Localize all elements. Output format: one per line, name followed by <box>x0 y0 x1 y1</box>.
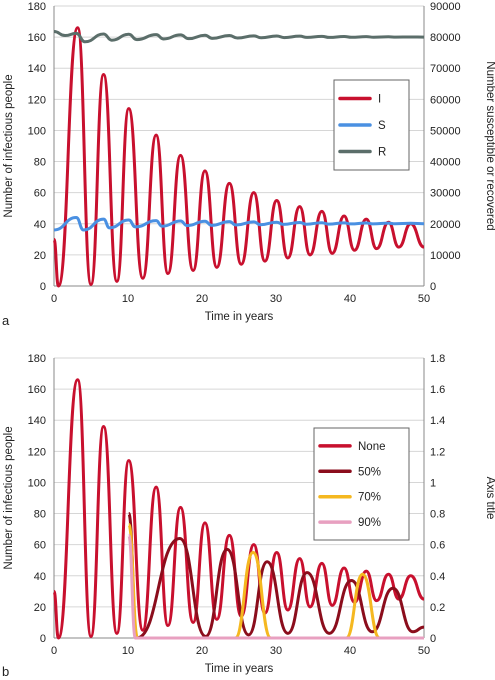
panel-b-panel-label: b <box>2 664 9 679</box>
panel-a-x-tick-label: 50 <box>418 293 430 305</box>
panel-b-y-tick-label: 140 <box>28 415 46 427</box>
panel-a-y-tick-label: 40 <box>34 219 46 231</box>
panel-a-y-tick-label: 100 <box>28 125 46 137</box>
panel-a-y2-tick-label: 20000 <box>430 219 461 231</box>
panel-a-y2-tick-label: 70000 <box>430 63 461 75</box>
panel-a-x-axis-title: Time in years <box>205 311 274 323</box>
panel-b-legend-label: 70% <box>358 492 381 504</box>
panel-a-y-tick-label: 80 <box>34 157 46 169</box>
panel-a-y-tick-label: 120 <box>28 94 46 106</box>
panel-b-x-tick-label: 0 <box>51 645 57 657</box>
panel-b-y2-tick-label: 1.4 <box>430 415 445 427</box>
panel-a-y2-tick-label: 60000 <box>430 94 461 106</box>
panel-a-series-line-r <box>53 30 425 44</box>
panel-b-y-tick-label: 80 <box>34 509 46 521</box>
panel-b-y2-tick-label: 1.6 <box>430 384 445 396</box>
panel-a-y2-axis-title: Number susceptible or recovered <box>484 61 495 230</box>
panel-a-y-tick-label: 60 <box>34 188 46 200</box>
panel-b-y-tick-label: 100 <box>28 477 46 489</box>
panel-b-x-axis-title: Time in years <box>205 663 274 675</box>
panel-b-y2-tick-label: 1.8 <box>430 353 445 365</box>
panel-a-legend-label: I <box>378 94 381 106</box>
panel-b-y-tick-label: 40 <box>34 571 46 583</box>
panel-a-y-axis-title: Number of infectious people <box>3 74 15 217</box>
panel-a-legend-label: R <box>378 146 386 158</box>
panel-a-x-tick-label: 30 <box>270 293 282 305</box>
panel-b-y-tick-label: 60 <box>34 540 46 552</box>
panel-a-y2-tick-label: 40000 <box>430 157 461 169</box>
panel-b-y2-tick-label: 0.6 <box>430 540 445 552</box>
panel-b-y-tick-label: 0 <box>40 633 46 645</box>
panel-b-legend-label: 50% <box>358 466 381 478</box>
panel-b-x-tick-label: 10 <box>122 645 134 657</box>
panel-b-y-axis-title: Number of infectious people <box>3 426 15 569</box>
panel-b-series-line-90pct <box>127 533 424 640</box>
panel-a-x-tick-label: 40 <box>344 293 356 305</box>
panel-a-x-tick-label: 10 <box>122 293 134 305</box>
panel-b-x-tick-label: 20 <box>196 645 208 657</box>
panel-a-y2-tick-label: 10000 <box>430 250 461 262</box>
panel-a-x-tick-label: 0 <box>51 293 57 305</box>
panel-b-y2-tick-label: 0.4 <box>430 571 445 583</box>
panel-b-y-tick-label: 120 <box>28 446 46 458</box>
panel-b-x-tick-label: 30 <box>270 645 282 657</box>
panel-a-y-tick-label: 180 <box>28 1 46 13</box>
panel-a-y2-tick-label: 90000 <box>430 1 461 13</box>
panel-a-y2-tick-label: 80000 <box>430 32 461 44</box>
panel-b-y-tick-label: 180 <box>28 353 46 365</box>
panel-b-y-tick-label: 160 <box>28 384 46 396</box>
panel-b-legend-label: None <box>358 441 386 453</box>
panel-b-x-tick-label: 50 <box>418 645 430 657</box>
panel-b-legend-label: 90% <box>358 517 381 529</box>
panel-a-y-tick-label: 140 <box>28 63 46 75</box>
panel-a-series-line-s <box>53 216 425 232</box>
panel-a-panel-label: a <box>2 313 10 328</box>
panel-a-y2-tick-label: 30000 <box>430 188 461 200</box>
panel-b-y2-axis-title: Axis title <box>484 477 495 520</box>
panel-a-series-line-i <box>52 26 425 288</box>
panel-a-legend-label: S <box>378 120 386 132</box>
panel-a-y2-tick-label: 0 <box>430 281 436 293</box>
panel-b-y-tick-label: 20 <box>34 602 46 614</box>
panel-a-y2-tick-label: 50000 <box>430 125 461 137</box>
panel-a-y-tick-label: 20 <box>34 250 46 262</box>
panel-b-y2-tick-label: 1.2 <box>430 446 445 458</box>
panel-b-y2-tick-label: 0.8 <box>430 509 445 521</box>
panel-a-x-tick-label: 20 <box>196 293 208 305</box>
panel-b-series-line-none <box>52 378 425 640</box>
panel-a-y-tick-label: 160 <box>28 32 46 44</box>
panel-b-x-tick-label: 40 <box>344 645 356 657</box>
panel-a-y-tick-label: 0 <box>40 281 46 293</box>
panel-b-y2-tick-label: 1 <box>430 477 436 489</box>
panel-b-y2-tick-label: 0 <box>430 633 436 645</box>
panel-b-y2-tick-label: 0.2 <box>430 602 445 614</box>
